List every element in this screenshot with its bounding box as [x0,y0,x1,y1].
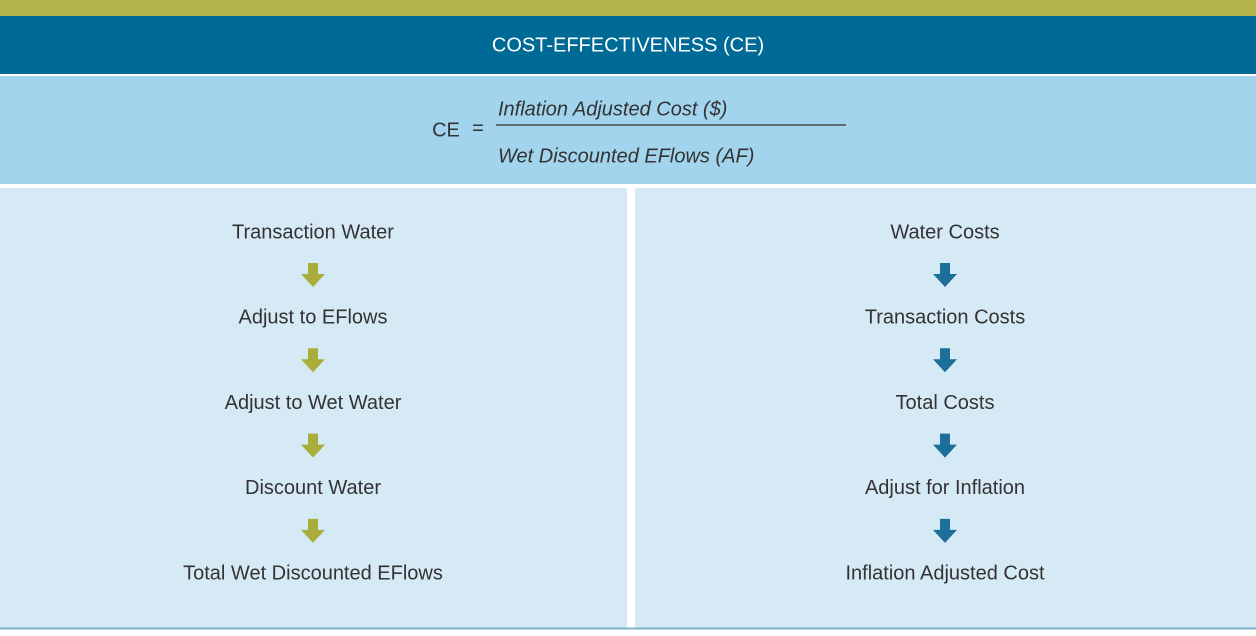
left-panel [0,188,627,628]
flow-arrow [933,518,957,543]
flow-step: Adjust to Wet Water [225,392,402,414]
flow-arrow [301,263,325,287]
top-strip [0,0,1256,16]
flow-step: Total Wet Discounted EFlows [183,562,443,584]
flow-step: Discount Water [245,477,381,499]
header-band [0,16,1256,74]
flow-step: Water Costs [890,221,999,243]
flow-step: Adjust for Inflation [865,477,1025,499]
right-panel [635,188,1256,628]
formula-numerator: Inflation Adjusted Cost ($) [498,98,727,120]
formula-denominator: Wet Discounted EFlows (AF) [498,145,754,167]
flow-arrow [933,348,957,373]
flow-step: Total Costs [896,392,995,414]
flow-step: Transaction Costs [865,307,1025,329]
header-title: COST-EFFECTIVENESS (CE) [492,34,764,56]
flow-step: Transaction Water [232,221,394,243]
flow-arrow [301,433,325,458]
flow-arrow [301,518,325,543]
flow-step: Inflation Adjusted Cost [845,562,1044,584]
flow-arrow [933,433,957,458]
formula-lhs: CE [432,119,460,141]
flow-arrow [933,263,957,287]
formula-band [0,76,1256,184]
formula-equals: = [472,117,484,139]
flow-arrow [301,348,325,373]
flow-step: Adjust to EFlows [239,307,388,329]
